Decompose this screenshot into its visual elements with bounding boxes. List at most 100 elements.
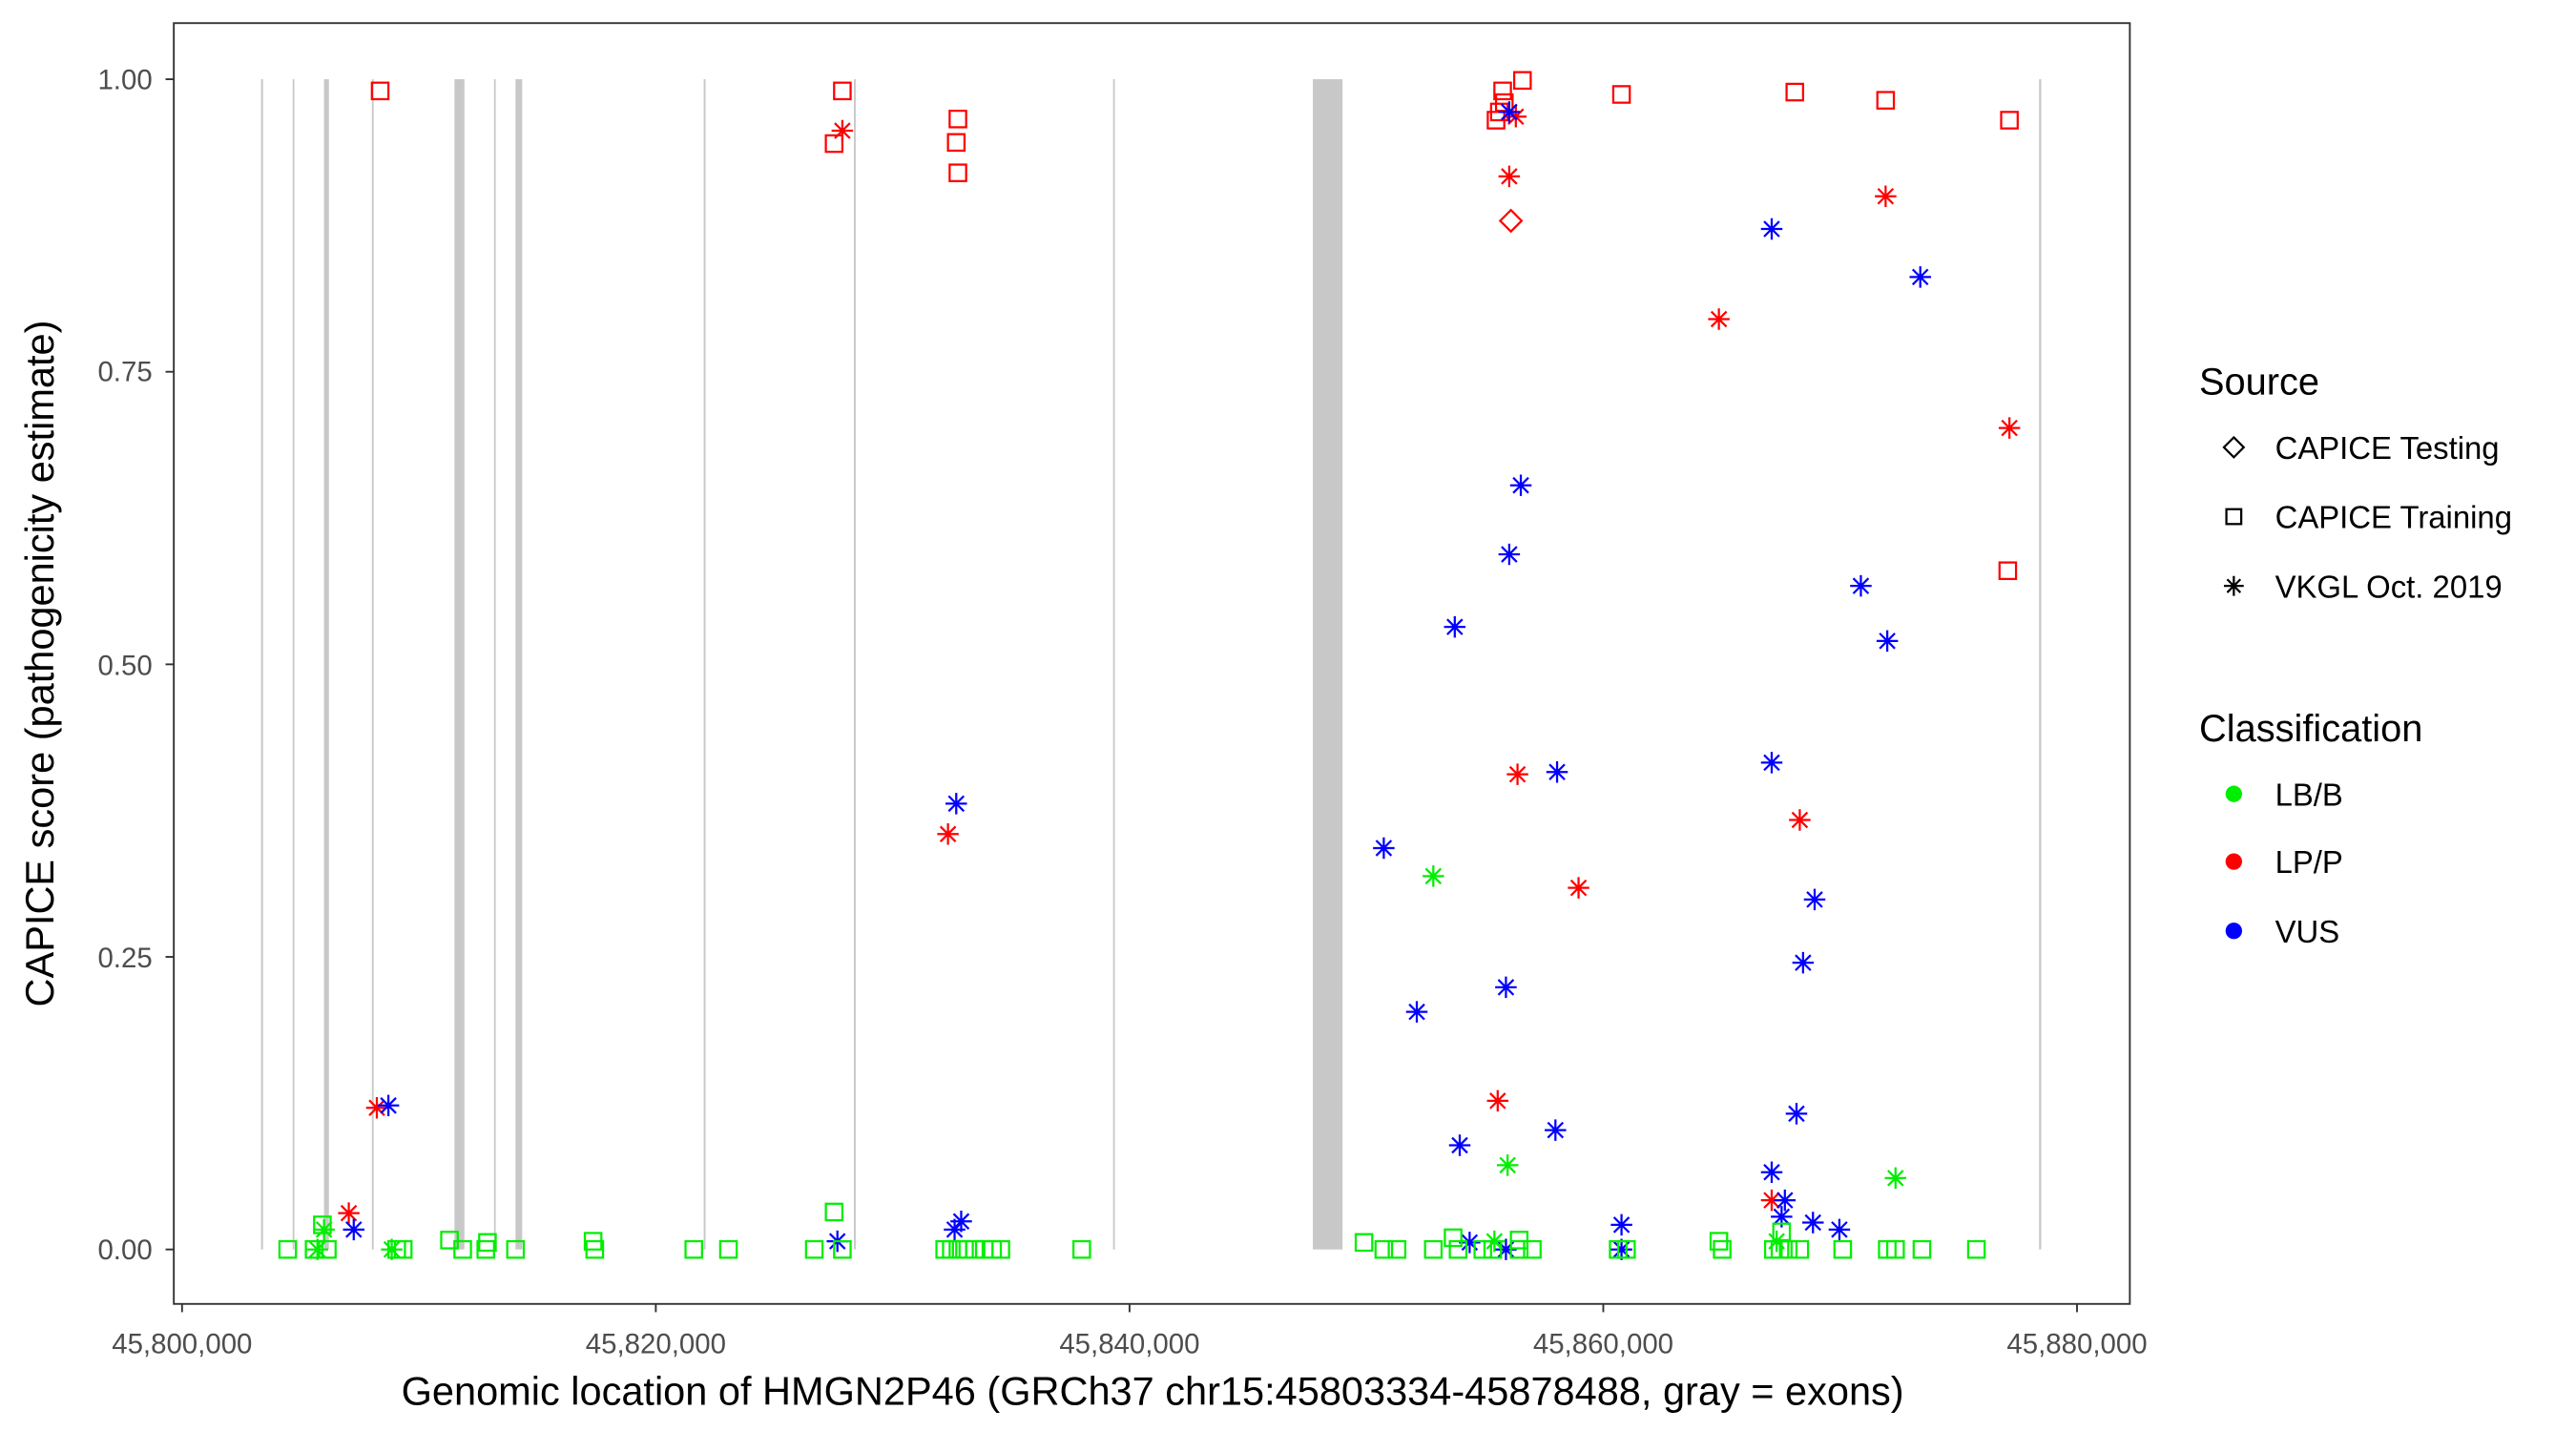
point-square: [1885, 1239, 1905, 1259]
point-asterisk: [1444, 615, 1466, 638]
point-square: [506, 1239, 526, 1259]
point-square: [718, 1239, 738, 1259]
point-asterisk: [1498, 543, 1521, 566]
point-square: [1509, 1231, 1529, 1250]
legend-item-lbb: LB/B: [2225, 777, 2343, 812]
x-tick-label: 45,840,000: [1059, 1329, 1199, 1360]
tick-marks: [165, 78, 2078, 1313]
point-asterisk: [1610, 1213, 1632, 1236]
point-square: [833, 1239, 852, 1259]
point-square: [1493, 81, 1512, 101]
point-square: [304, 1239, 324, 1259]
x-tick-label: 45,880,000: [2006, 1329, 2147, 1360]
exon-bands: [260, 79, 2042, 1250]
point-asterisk: [1785, 1103, 1808, 1125]
point-square: [1483, 1239, 1503, 1259]
point-square: [1486, 111, 1506, 130]
point-asterisk: [1998, 417, 2021, 439]
point-asterisk: [1760, 218, 1783, 240]
y-tick-label: 1.00: [97, 64, 152, 95]
point-square: [965, 1239, 985, 1259]
point-asterisk: [950, 1211, 972, 1233]
legend-item-capice-training: CAPICE Training: [2225, 500, 2512, 535]
point-square: [1790, 1239, 1810, 1259]
point-square: [1072, 1239, 1091, 1259]
point-asterisk: [1498, 101, 1521, 123]
legend-item-capice-testing: CAPICE Testing: [2222, 430, 2500, 466]
point-asterisk: [1909, 266, 1931, 288]
legend-source-title: Source: [2199, 361, 2319, 403]
point-asterisk: [1495, 1238, 1517, 1260]
point-asterisk: [1459, 1232, 1481, 1254]
point-asterisk: [1610, 1238, 1632, 1260]
point-square: [833, 81, 852, 101]
point-asterisk: [1498, 165, 1521, 188]
legend-label: VUS: [2275, 914, 2340, 949]
legend-label: VKGL Oct. 2019: [2275, 569, 2503, 604]
point-asterisk: [1448, 1134, 1471, 1156]
exon-band: [515, 79, 523, 1250]
point-square: [948, 109, 967, 129]
point-asterisk: [937, 822, 959, 845]
point-square: [476, 1239, 495, 1259]
x-axis: 45,800,000 45,820,000 45,840,000 45,860,…: [112, 1329, 2147, 1360]
point-asterisk: [1792, 951, 1815, 974]
point-square: [278, 1239, 298, 1259]
point-square: [1833, 1239, 1853, 1259]
point-square: [370, 81, 390, 101]
legend-label: LP/P: [2275, 844, 2343, 880]
y-tick-label: 0.75: [97, 357, 152, 388]
y-tick-label: 0.25: [97, 943, 152, 974]
point-asterisk: [1875, 185, 1897, 207]
x-tick-label: 45,860,000: [1533, 1329, 1673, 1360]
point-asterisk: [831, 119, 854, 142]
green-dot-icon: [2225, 785, 2242, 802]
point-asterisk: [1708, 308, 1730, 330]
point-asterisk: [1760, 1161, 1783, 1183]
legend-item-vkgl: VKGL Oct. 2019: [2223, 569, 2503, 604]
point-square: [1448, 1239, 1468, 1259]
point-asterisk: [306, 1238, 328, 1260]
exon-band: [371, 79, 374, 1250]
point-asterisk: [1423, 865, 1444, 887]
point-asterisk: [1789, 809, 1811, 831]
point-asterisk: [1495, 976, 1517, 999]
point-square: [1374, 1239, 1394, 1259]
point-asterisk: [1760, 1189, 1783, 1212]
point-diamond: [1498, 208, 1524, 234]
point-square: [991, 1239, 1010, 1259]
legend-classification-title: Classification: [2199, 708, 2422, 750]
point-square: [1772, 1222, 1792, 1242]
point-asterisk: [1774, 1189, 1797, 1212]
point-asterisk: [1405, 1001, 1428, 1023]
legend-label: LB/B: [2275, 777, 2343, 812]
point-square: [2000, 111, 2019, 130]
exon-band: [454, 79, 465, 1250]
point-asterisk: [381, 1238, 403, 1260]
point-square: [955, 1239, 974, 1259]
y-axis: 1.00 0.75 0.50 0.25 0.00: [97, 64, 152, 1266]
y-tick-label: 0.50: [97, 651, 152, 682]
point-asterisk: [1850, 574, 1872, 597]
point-square: [946, 133, 966, 153]
point-square: [1523, 1239, 1542, 1259]
point-square: [478, 1233, 497, 1253]
point-asterisk: [1486, 1089, 1509, 1112]
point-asterisk: [338, 1202, 360, 1224]
point-square: [1876, 91, 1896, 110]
exon-band: [854, 79, 856, 1250]
exon-band: [292, 79, 295, 1250]
point-asterisk: [1545, 1119, 1567, 1141]
point-square: [453, 1239, 472, 1259]
asterisk-icon: [2223, 575, 2244, 596]
point-square: [824, 1202, 844, 1222]
exon-band: [703, 79, 706, 1250]
exon-band: [323, 79, 329, 1250]
legend-item-lpp: LP/P: [2225, 844, 2343, 880]
point-asterisk: [1828, 1218, 1851, 1241]
point-asterisk: [1506, 763, 1528, 785]
point-asterisk: [365, 1097, 388, 1119]
point-square: [824, 134, 844, 154]
point-square: [804, 1239, 824, 1259]
